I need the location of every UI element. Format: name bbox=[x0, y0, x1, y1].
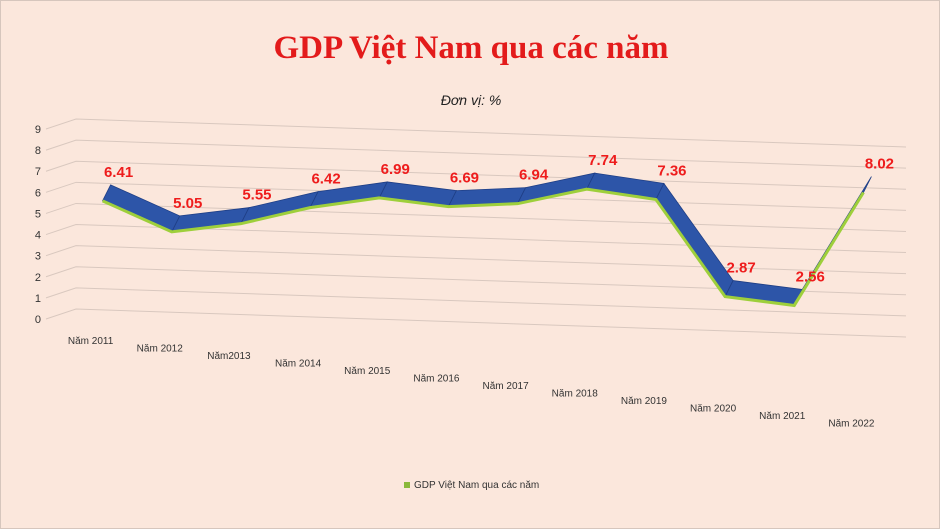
data-label: 6.41 bbox=[104, 164, 133, 181]
data-label: 5.05 bbox=[173, 195, 202, 212]
y-tick-label: 1 bbox=[35, 293, 41, 305]
y-tick-label: 0 bbox=[35, 314, 41, 326]
y-tick-label: 6 bbox=[35, 187, 41, 199]
x-tick-label: Năm 2011 bbox=[68, 336, 114, 347]
gridline bbox=[45, 118, 907, 148]
x-tick-label: Năm 2018 bbox=[552, 389, 599, 400]
data-label: 6.42 bbox=[311, 171, 340, 188]
chart-title: GDP Việt Nam qua các năm bbox=[273, 30, 668, 66]
data-series-line bbox=[101, 187, 865, 308]
x-tick-label: Năm 2021 bbox=[759, 411, 806, 422]
legend-marker bbox=[404, 482, 410, 488]
gridline bbox=[45, 287, 907, 317]
x-tick-label: Năm 2022 bbox=[828, 419, 875, 430]
x-tick-label: Năm2013 bbox=[207, 351, 251, 362]
data-label: 6.99 bbox=[381, 161, 410, 178]
x-tick-label: Năm 2015 bbox=[344, 366, 391, 377]
data-label: 2.87 bbox=[726, 260, 755, 277]
data-label: 6.94 bbox=[519, 167, 549, 184]
data-label: 2.56 bbox=[796, 268, 825, 285]
ribbon-segment bbox=[102, 184, 181, 233]
x-tick-label: Năm 2012 bbox=[137, 344, 184, 355]
gridline bbox=[45, 266, 907, 296]
y-tick-label: 3 bbox=[35, 251, 41, 263]
ribbon-segment bbox=[655, 182, 734, 298]
x-axis-ticks: Năm 2011 Năm 2012 Năm2013 Năm 2014 Năm 2015 N… bbox=[68, 336, 875, 430]
data-label: 7.74 bbox=[588, 152, 618, 169]
gridline bbox=[45, 139, 907, 169]
data-ribbon bbox=[101, 172, 872, 308]
y-tick-label: 5 bbox=[35, 208, 41, 220]
y-axis-ticks: 0 1 2 3 4 5 6 7 8 9 bbox=[35, 124, 41, 326]
gridlines bbox=[45, 118, 907, 338]
x-tick-label: Năm 2017 bbox=[483, 381, 530, 392]
gridline bbox=[45, 308, 907, 338]
x-tick-label: Năm 2016 bbox=[413, 374, 460, 385]
x-tick-label: Năm 2014 bbox=[275, 359, 322, 370]
data-label: 5.55 bbox=[242, 187, 271, 204]
y-tick-label: 4 bbox=[35, 230, 41, 242]
x-tick-label: Năm 2020 bbox=[690, 404, 737, 415]
legend: GDP Việt Nam qua các năm bbox=[404, 480, 539, 491]
gridline bbox=[45, 224, 907, 254]
data-label: 7.36 bbox=[657, 162, 686, 179]
gridline bbox=[45, 202, 907, 232]
y-tick-label: 7 bbox=[35, 166, 41, 178]
y-tick-label: 9 bbox=[35, 124, 41, 136]
gridline bbox=[45, 181, 907, 211]
y-tick-label: 2 bbox=[35, 272, 41, 284]
data-label: 6.69 bbox=[450, 170, 479, 187]
legend-label: GDP Việt Nam qua các năm bbox=[414, 480, 539, 491]
chart-subtitle: Đơn vị: % bbox=[441, 92, 502, 108]
gridline bbox=[45, 245, 907, 275]
data-labels: 6.41 5.05 5.55 6.42 6.99 6.69 6.94 7.74 7.36 2.87… bbox=[104, 152, 894, 285]
y-tick-label: 8 bbox=[35, 145, 41, 157]
data-label: 8.02 bbox=[865, 156, 894, 173]
x-tick-label: Năm 2019 bbox=[621, 396, 668, 407]
